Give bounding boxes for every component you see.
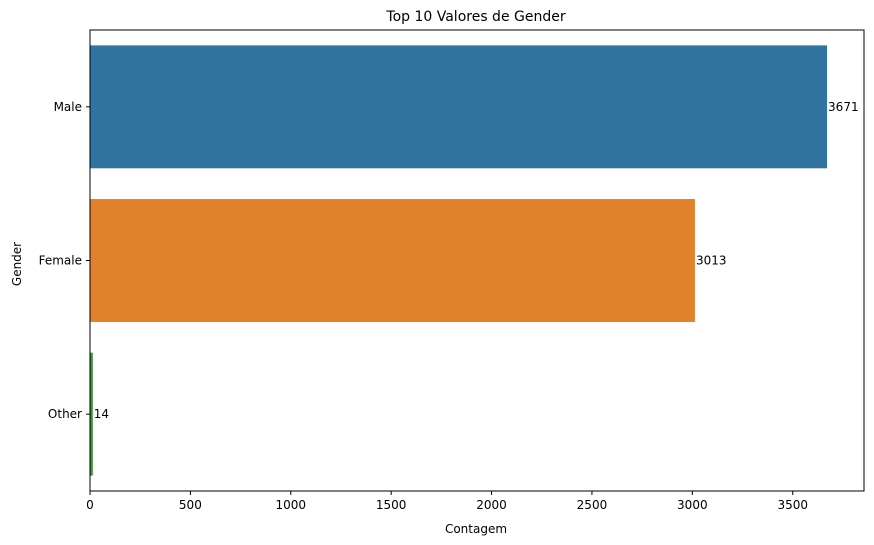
data-labels: 3671 3013 14: [94, 100, 859, 421]
bar-female: [90, 199, 695, 322]
y-axis-label: Gender: [10, 242, 24, 286]
x-axis-label: Contagem: [445, 522, 507, 536]
x-tick-label: 0: [86, 498, 94, 512]
bars-group: [90, 45, 828, 476]
plot-frame: [89, 29, 865, 492]
bar-other: [90, 352, 93, 476]
x-tick-label: 3500: [777, 498, 808, 512]
y-tick-label: Female: [39, 254, 82, 268]
x-tick-label: 1000: [276, 498, 307, 512]
data-label: 14: [94, 407, 109, 421]
y-tick-label: Other: [48, 407, 82, 421]
x-axis-ticks: 0 500 1000 1500 2000 2500 3000 3500: [86, 491, 808, 512]
x-tick-label: 3000: [677, 498, 708, 512]
data-label: 3013: [696, 254, 727, 268]
y-tick-label: Male: [54, 100, 82, 114]
y-axis-ticks: Male Female Other: [39, 100, 90, 421]
x-tick-label: 2500: [577, 498, 608, 512]
bar-male: [90, 45, 828, 169]
x-tick-label: 500: [179, 498, 202, 512]
chart-title: Top 10 Valores de Gender: [385, 9, 565, 25]
data-label: 3671: [828, 100, 859, 114]
x-tick-label: 1500: [376, 498, 407, 512]
x-tick-label: 2000: [476, 498, 507, 512]
